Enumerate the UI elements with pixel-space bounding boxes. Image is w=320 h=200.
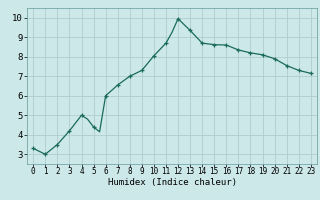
X-axis label: Humidex (Indice chaleur): Humidex (Indice chaleur) (108, 178, 236, 187)
